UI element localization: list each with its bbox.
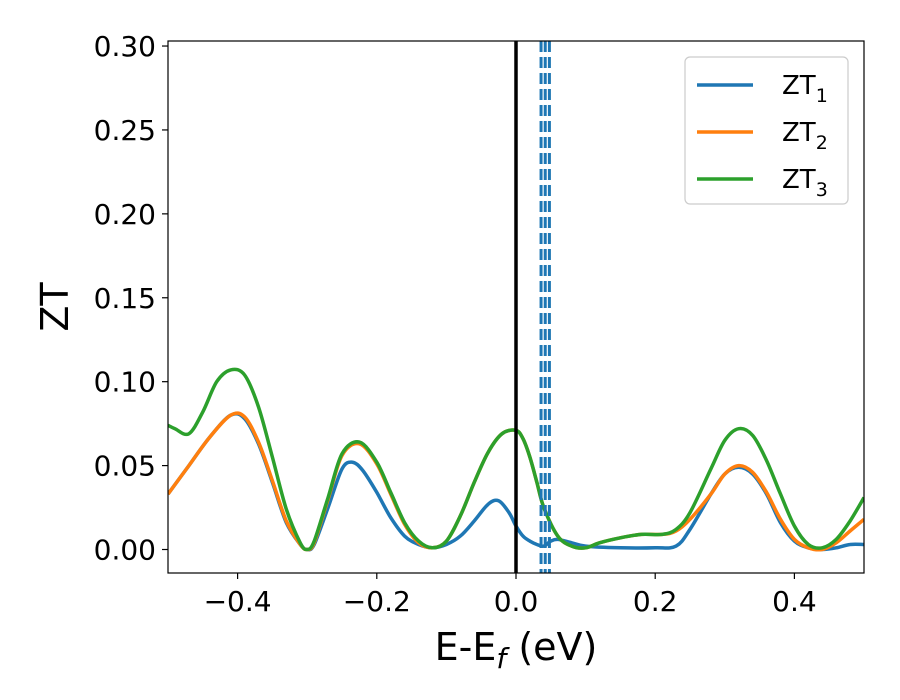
axis-ticks: −0.4 −0.2 0.0 0.2 0.4 0.00 0.05 0.10 0.15 0.20 0.2… [94,30,817,618]
x-axis-title-main: E-E [435,625,497,669]
x-tick-label: −0.2 [343,585,411,618]
legend-label-subscript: 1 [816,85,828,107]
series-line-zt3 [168,367,864,552]
x-tick-label: −0.4 [204,585,272,618]
y-tick-label: 0.05 [94,450,156,483]
legend-label-main: ZT [782,71,816,101]
x-axis-title: E-Ef (eV) [435,625,598,675]
y-tick-label: 0.10 [94,366,156,399]
legend-label-zt2: ZT2 [782,118,828,154]
y-tick-label: 0.25 [94,114,156,147]
x-tick-label: 0.0 [494,585,539,618]
y-tick-label: 0.30 [94,30,156,63]
legend-label-main: ZT [782,165,816,195]
y-tick-label: 0.00 [94,534,156,567]
legend-label-zt1: ZT1 [782,71,828,107]
x-tick-label: 0.2 [633,585,678,618]
y-tick-label: 0.15 [94,282,156,315]
plot-data-layer [168,41,864,573]
y-tick-label: 0.20 [94,198,156,231]
x-axis-title-unit: (eV) [506,625,597,669]
legend-box [684,56,849,205]
legend-label-zt3: ZT3 [782,165,828,201]
y-axis-title: ZT [33,282,77,332]
x-tick-label: 0.4 [772,585,817,618]
legend-label-subscript: 3 [816,179,828,201]
legend-label-subscript: 2 [816,132,828,154]
legend-label-main: ZT [782,118,816,148]
